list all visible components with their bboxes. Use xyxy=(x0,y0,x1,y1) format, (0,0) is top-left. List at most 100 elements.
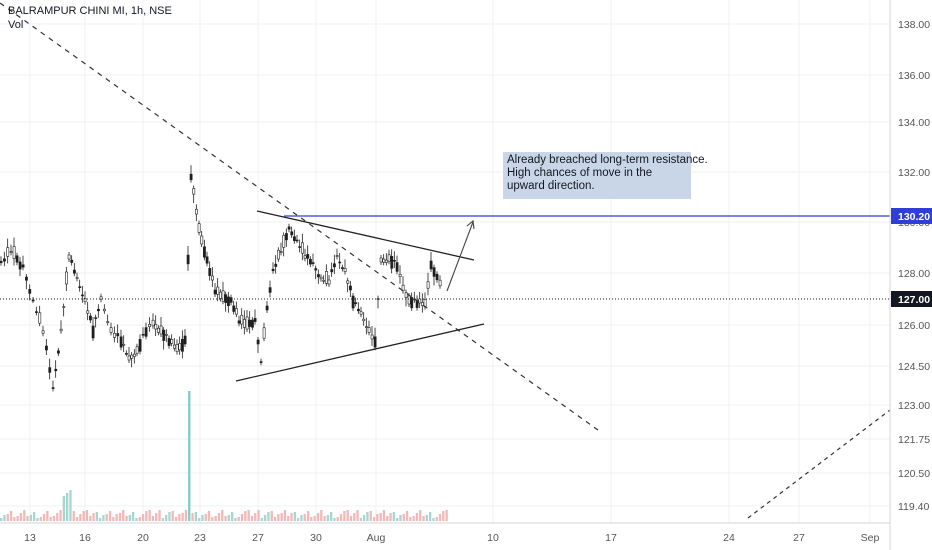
candle-body xyxy=(116,333,120,337)
volume-bar xyxy=(33,512,36,521)
candle-body xyxy=(157,328,160,333)
candle-body xyxy=(106,321,110,323)
candle-body xyxy=(141,333,145,336)
x-tick-label: 23 xyxy=(194,532,206,544)
volume-bar xyxy=(46,511,49,521)
candle-body xyxy=(285,233,288,241)
volume-bar xyxy=(356,510,359,521)
volume-bar xyxy=(422,516,425,521)
volume-bar xyxy=(237,517,240,521)
volume-bar xyxy=(66,493,69,521)
breakout-arrow xyxy=(446,221,474,292)
candle-body xyxy=(282,235,286,248)
volume-bar xyxy=(260,518,263,521)
volume-bar xyxy=(412,516,415,521)
x-tick-label: 10 xyxy=(487,532,499,544)
volume-bar xyxy=(323,516,326,521)
volume-bar xyxy=(277,514,280,521)
candle-body xyxy=(159,325,163,335)
candle-body xyxy=(75,277,79,279)
candle-body xyxy=(167,338,171,346)
candle-body xyxy=(426,281,430,289)
candle-body xyxy=(122,343,126,346)
candle-body xyxy=(359,311,363,315)
volume-bar xyxy=(171,511,174,521)
candle-body xyxy=(113,333,116,338)
candle-body xyxy=(208,268,212,276)
candles xyxy=(0,165,442,392)
candle-body xyxy=(59,328,63,332)
x-tick-label: 17 xyxy=(605,532,617,544)
volume-bar xyxy=(26,516,29,521)
candle-body xyxy=(78,286,82,288)
volume-bar xyxy=(59,510,62,521)
volume-bar xyxy=(415,513,419,521)
y-tick-label: 138.00 xyxy=(898,19,930,31)
volume-bar xyxy=(141,514,145,521)
candle-body xyxy=(28,289,32,294)
x-tick-label: 13 xyxy=(24,532,36,544)
candle-body xyxy=(387,254,391,262)
volume-bar xyxy=(188,391,191,521)
candle-body xyxy=(151,319,155,327)
volume-bar xyxy=(42,514,46,521)
candle-body xyxy=(89,315,92,321)
volume-bar xyxy=(95,512,98,521)
volume-bar xyxy=(287,516,290,521)
lower-right-trendline xyxy=(747,409,891,519)
candle-body xyxy=(279,251,283,253)
volume-bar xyxy=(194,512,197,521)
volume-bar xyxy=(257,510,260,521)
candle-body xyxy=(382,258,386,263)
volume-bar xyxy=(148,510,151,521)
candle-body xyxy=(86,310,90,314)
volume-bar xyxy=(425,515,428,521)
candle-body xyxy=(15,255,19,263)
symbol-title: BALRAMPUR CHINI MI, 1h, NSE xyxy=(8,5,172,17)
y-tick-label: 119.40 xyxy=(898,501,929,513)
volume-bar xyxy=(267,512,270,521)
volume-label: Vol xyxy=(8,19,24,31)
candle-body xyxy=(268,287,272,293)
price-labels: 130.20 127.00 xyxy=(891,208,932,307)
volume-bar xyxy=(379,513,382,521)
candle-body xyxy=(178,343,182,351)
volume-bar xyxy=(442,511,445,521)
volume-bar xyxy=(353,513,356,521)
x-tick-label: 16 xyxy=(79,532,91,544)
volume-bar xyxy=(270,511,273,521)
candle-body xyxy=(298,246,302,248)
volume-bar xyxy=(240,514,244,521)
volume-bar xyxy=(280,513,283,521)
volume-bar xyxy=(366,512,369,521)
candle-body xyxy=(317,274,320,278)
volume-bar xyxy=(151,516,155,521)
volume-bar xyxy=(204,514,207,521)
volume-bar xyxy=(392,512,395,521)
candle-body xyxy=(309,258,312,265)
candle-body xyxy=(322,279,326,282)
candle-body xyxy=(51,387,55,389)
candle-body xyxy=(290,231,294,236)
annotation-note[interactable]: Already breached long-term resistance. H… xyxy=(503,152,708,199)
x-tick-label: Sep xyxy=(861,532,880,544)
volume-bar xyxy=(125,516,128,521)
candle-body xyxy=(203,246,206,258)
volume-bar xyxy=(89,516,92,521)
volume-bar xyxy=(39,517,42,521)
candle-body xyxy=(229,297,233,303)
volume-bar xyxy=(201,515,204,521)
annotation-line-2: High chances of move in the xyxy=(507,167,653,179)
candle-body xyxy=(133,353,136,357)
candle-body xyxy=(262,327,266,339)
volume-bar xyxy=(49,517,52,521)
volume-bars xyxy=(0,391,448,521)
candle-body xyxy=(31,299,35,302)
candle-body xyxy=(393,259,396,262)
candle-body xyxy=(385,259,388,263)
candle-body xyxy=(83,298,87,302)
candle-body xyxy=(181,339,184,352)
volume-bar xyxy=(13,517,16,521)
volume-bar xyxy=(108,511,112,521)
